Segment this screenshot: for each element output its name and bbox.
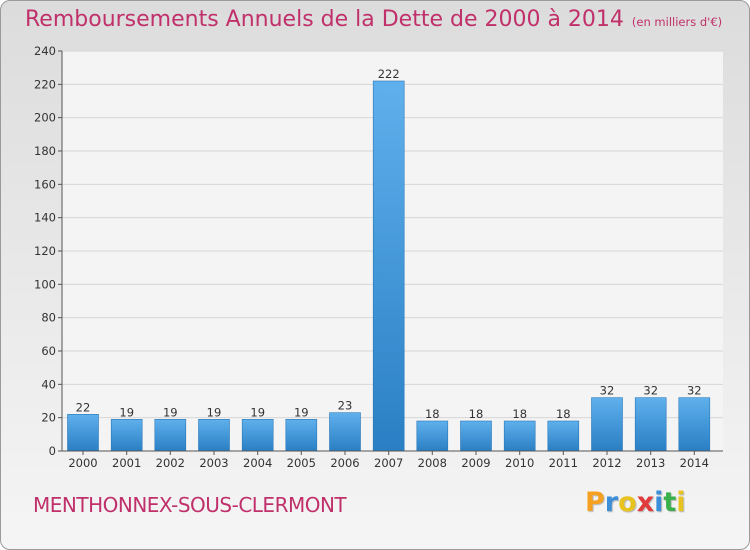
bar-value-label: 32 <box>600 384 615 398</box>
bar-value-label: 32 <box>687 384 702 398</box>
x-tick-label: 2005 <box>287 456 316 470</box>
bar-value-label: 18 <box>425 407 440 421</box>
y-tick-label: 0 <box>49 444 56 458</box>
commune-name: MENTHONNEX-SOUS-CLERMONT <box>33 493 347 517</box>
bar <box>198 418 230 452</box>
bar-value-label: 22 <box>76 400 91 414</box>
bar <box>503 420 536 452</box>
y-tick-label: 180 <box>34 144 56 158</box>
bar-value-label: 23 <box>338 399 353 413</box>
x-tick-label: 2004 <box>243 456 272 470</box>
x-tick-label: 2002 <box>156 456 185 470</box>
x-tick-label: 2013 <box>636 456 665 470</box>
y-tick-label: 20 <box>41 411 56 425</box>
logo-letter: P <box>585 487 605 518</box>
bar-value-label: 19 <box>294 405 309 419</box>
chart-title-text: Remboursements Annuels de la Dette de 20… <box>25 7 624 32</box>
bar-value-label: 18 <box>556 407 571 421</box>
x-tick-label: 2012 <box>592 456 621 470</box>
bar <box>678 397 711 452</box>
y-tick-label: 60 <box>41 344 56 358</box>
bar <box>416 420 449 452</box>
chart-unit: (en milliers d'€) <box>631 15 723 29</box>
bar <box>285 418 318 452</box>
logo-letter: o <box>618 487 637 518</box>
y-tick-label: 40 <box>41 377 56 391</box>
x-tick-label: 2006 <box>330 456 359 470</box>
y-tick-label: 220 <box>34 77 56 91</box>
bar-value-label: 222 <box>378 67 400 81</box>
x-tick-label: 2011 <box>549 456 578 470</box>
logo-letter: r <box>604 487 619 518</box>
bar <box>110 418 143 452</box>
bar-value-label: 19 <box>207 405 222 419</box>
bar <box>241 418 274 452</box>
x-tick-label: 2010 <box>505 456 534 470</box>
y-tick-label: 120 <box>34 244 56 258</box>
x-tick-label: 2009 <box>461 456 490 470</box>
bar-value-label: 19 <box>250 405 265 419</box>
bar <box>591 397 623 452</box>
chart-title: Remboursements Annuels de la Dette de 20… <box>25 7 722 32</box>
x-tick-label: 2003 <box>199 456 228 470</box>
bar-value-label: 19 <box>119 405 134 419</box>
y-tick-label: 160 <box>34 177 56 191</box>
bar <box>547 420 580 452</box>
bar <box>372 80 405 452</box>
bar <box>329 412 361 452</box>
x-tick-label: 2001 <box>112 456 141 470</box>
y-tick-label: 100 <box>34 277 56 291</box>
bar-value-label: 18 <box>469 407 484 421</box>
bar <box>460 420 492 452</box>
x-tick-label: 2014 <box>680 456 709 470</box>
y-tick-label: 140 <box>34 211 56 225</box>
logo-letter: i <box>676 487 686 518</box>
bar <box>634 397 667 452</box>
logo-letter: i <box>654 487 664 518</box>
bar <box>67 413 99 452</box>
bar-value-label: 19 <box>163 405 178 419</box>
logo-letter: x <box>636 487 655 518</box>
x-tick-label: 2000 <box>68 456 97 470</box>
y-tick-label: 80 <box>41 311 56 325</box>
bar-value-label: 32 <box>643 384 658 398</box>
y-tick-label: 200 <box>34 111 56 125</box>
bar-chart: 22 19 19 19 19 19 23 222 18 18 18 18 32 32 32 0 20 40 60 8… <box>34 44 723 470</box>
y-tick-label: 240 <box>34 44 56 58</box>
bar-value-label: 18 <box>512 407 527 421</box>
x-tick-label: 2008 <box>418 456 447 470</box>
logo-letter: t <box>663 487 677 518</box>
x-tick-label: 2007 <box>374 456 403 470</box>
proxiti-logo: Proxiti <box>585 487 686 518</box>
bar <box>154 418 187 452</box>
